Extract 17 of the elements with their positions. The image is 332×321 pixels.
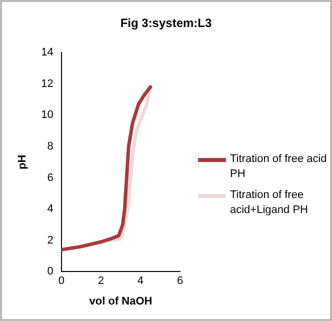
x-tick-label: 4 bbox=[137, 275, 144, 288]
y-tick-label: 14 bbox=[41, 46, 54, 59]
y-tick-label: 4 bbox=[47, 203, 54, 216]
chart-title: Fig 3:system:L3 bbox=[119, 16, 213, 30]
y-tick-label: 2 bbox=[47, 234, 54, 246]
y-tick-label: 12 bbox=[41, 78, 54, 90]
x-axis-title: vol of NaOH bbox=[89, 295, 152, 308]
x-tick-label: 0 bbox=[58, 275, 64, 288]
legend-label: Titration of free acid PH bbox=[230, 152, 328, 182]
x-tick-label: 6 bbox=[176, 275, 184, 288]
x-tick-label: 2 bbox=[98, 275, 104, 288]
y-tick-label: 6 bbox=[47, 172, 54, 184]
legend-label: Titration of free acid+Ligand PH bbox=[230, 188, 309, 218]
y-axis-title: pH bbox=[16, 154, 29, 170]
y-tick-label: 8 bbox=[47, 140, 54, 152]
y-tick-label: 10 bbox=[41, 109, 54, 122]
y-tick-label: 0 bbox=[47, 266, 54, 278]
